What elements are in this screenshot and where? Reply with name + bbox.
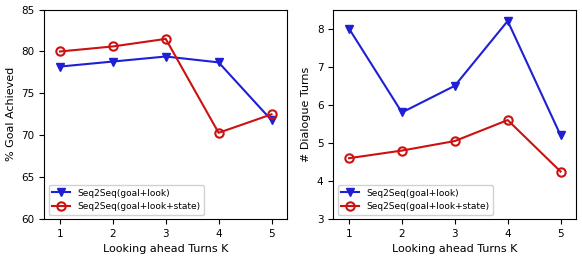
X-axis label: Looking ahead Turns K: Looking ahead Turns K [392, 244, 517, 255]
Line: Seq2Seq(goal+look+state): Seq2Seq(goal+look+state) [345, 116, 565, 176]
Seq2Seq(goal+look) [56, 65, 63, 68]
X-axis label: Looking ahead Turns K: Looking ahead Turns K [103, 244, 228, 255]
Legend: Seq2Seq(goal+look), Seq2Seq(goal+look+state): Seq2Seq(goal+look), Seq2Seq(goal+look+st… [49, 185, 204, 215]
Seq2Seq(goal+look) [346, 27, 353, 30]
Line: Seq2Seq(goal+look): Seq2Seq(goal+look) [345, 17, 565, 139]
Seq2Seq(goal+look) [451, 84, 458, 87]
Line: Seq2Seq(goal+look): Seq2Seq(goal+look) [56, 52, 276, 124]
Seq2Seq(goal+look+state) [215, 131, 222, 134]
Seq2Seq(goal+look+state) [504, 119, 511, 122]
Seq2Seq(goal+look) [399, 111, 406, 114]
Seq2Seq(goal+look+state) [56, 50, 63, 53]
Seq2Seq(goal+look+state) [557, 170, 564, 173]
Legend: Seq2Seq(goal+look), Seq2Seq(goal+look+state): Seq2Seq(goal+look), Seq2Seq(goal+look+st… [338, 185, 494, 215]
Seq2Seq(goal+look) [109, 60, 116, 63]
Seq2Seq(goal+look+state) [268, 113, 275, 116]
Seq2Seq(goal+look) [504, 20, 511, 23]
Seq2Seq(goal+look) [557, 134, 564, 137]
Y-axis label: # Dialogue Turns: # Dialogue Turns [301, 67, 311, 162]
Y-axis label: % Goal Achieved: % Goal Achieved [6, 67, 16, 161]
Seq2Seq(goal+look) [215, 61, 222, 64]
Seq2Seq(goal+look+state) [346, 157, 353, 160]
Seq2Seq(goal+look+state) [109, 45, 116, 48]
Line: Seq2Seq(goal+look+state): Seq2Seq(goal+look+state) [56, 35, 276, 137]
Seq2Seq(goal+look+state) [451, 139, 458, 142]
Seq2Seq(goal+look+state) [399, 149, 406, 152]
Seq2Seq(goal+look+state) [162, 37, 169, 41]
Seq2Seq(goal+look) [268, 119, 275, 122]
Seq2Seq(goal+look) [162, 55, 169, 58]
